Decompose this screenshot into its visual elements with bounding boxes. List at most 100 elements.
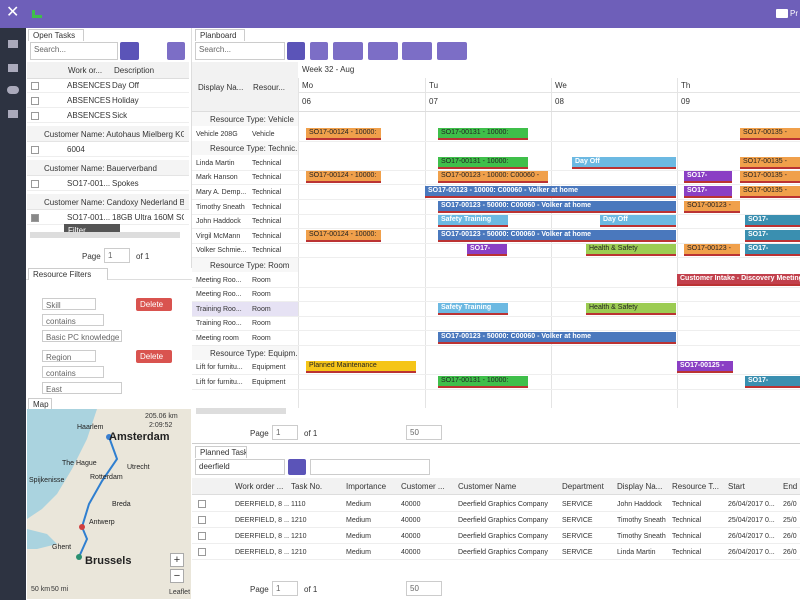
checkbox[interactable] (31, 97, 39, 105)
menu-button[interactable] (167, 42, 185, 60)
task-bar[interactable]: Health & Safety (586, 244, 676, 257)
task-bar[interactable]: SO17- (684, 171, 732, 184)
toolbar-button[interactable] (402, 42, 432, 60)
task-bar[interactable]: SO17-00123 - 50000: C00060 - Volker at h… (438, 332, 676, 344)
filter-field[interactable]: Region (42, 350, 96, 362)
checkbox[interactable] (198, 500, 206, 508)
user-name[interactable]: Pr (790, 9, 798, 18)
checkbox[interactable] (31, 112, 39, 120)
task-bar[interactable]: Customer Intake - Discovery Meeting (677, 273, 800, 286)
task-bar[interactable]: Safety Training (438, 302, 508, 315)
checkbox[interactable] (198, 516, 206, 524)
pager-nav[interactable] (218, 428, 228, 438)
task-bar[interactable]: SO17-00135 - (740, 156, 800, 169)
zoom-button[interactable]: − (170, 569, 184, 583)
row-highlight (192, 301, 298, 316)
page-size[interactable]: 50 (406, 581, 442, 596)
checkbox[interactable] (198, 548, 206, 556)
task-bar[interactable]: SO17-00135 - (740, 186, 800, 198)
checkbox[interactable] (198, 532, 206, 540)
task-bar[interactable]: Safety Training (438, 215, 508, 228)
filter-field[interactable]: Skill (42, 298, 96, 310)
city-label: Amsterdam (109, 431, 170, 443)
resource-type: Vehicle (252, 130, 275, 138)
pager-nav[interactable] (32, 251, 42, 261)
pager-input[interactable]: 1 (104, 248, 130, 263)
search-button[interactable] (288, 459, 306, 475)
map[interactable]: Amsterdam Haarlem The Hague Utrecht Rotterda… (27, 409, 191, 599)
cell: 26/0 (783, 501, 797, 508)
task-bar[interactable]: SO17- (745, 229, 800, 242)
checkbox[interactable] (31, 180, 39, 188)
row-line (192, 286, 800, 288)
task-bar[interactable]: SO17-00123 - (684, 200, 740, 213)
task-bar[interactable]: SO17-00124 - 10000: (306, 229, 381, 242)
resource-name: Vehicle 208G (196, 130, 238, 138)
cell: Medium (346, 501, 371, 508)
task-bar[interactable]: SO17- (745, 375, 800, 388)
pager-input[interactable]: 1 (272, 581, 298, 596)
search-input[interactable]: Search... (195, 42, 285, 60)
filter-op[interactable]: contains (42, 314, 104, 326)
pager-nav[interactable] (218, 584, 228, 594)
toolbar-button[interactable] (310, 42, 328, 60)
task-bar[interactable]: SO17- (467, 244, 507, 257)
filter-value[interactable]: East (42, 382, 122, 394)
task-bar[interactable]: SO17-00135 - (740, 171, 800, 184)
pager-nav[interactable] (200, 584, 210, 594)
filter-value[interactable]: Basic PC knowledge (42, 330, 122, 342)
checkbox[interactable] (31, 82, 39, 90)
task-bar[interactable]: SO17-00124 - 10000: (306, 127, 381, 140)
delete-button[interactable]: Delete (136, 298, 172, 311)
task-bar[interactable]: Planned Maintenance (306, 361, 416, 374)
date-input[interactable] (310, 459, 430, 475)
task-bar[interactable]: SO17-00124 - 10000: (306, 171, 381, 184)
day-number: 09 (681, 97, 690, 106)
pager-input[interactable]: 1 (272, 425, 298, 440)
task-bar[interactable]: SO17-00125 - (677, 361, 733, 374)
search-input[interactable]: deerfield (195, 459, 285, 475)
top-bar: ✕ Pr (0, 0, 800, 28)
filter-op[interactable]: contains (42, 366, 104, 378)
task-bar[interactable]: SO17- (745, 244, 800, 257)
task-bar[interactable]: SO17-00123 - 10000: C00060 - (438, 171, 548, 184)
task-bar[interactable]: SO17-00123 - 50000: C00060 - Volker at h… (438, 200, 676, 213)
task-bar[interactable]: SO17- (745, 215, 800, 228)
checkbox[interactable] (31, 146, 39, 154)
tab: Resource Filters (28, 268, 108, 280)
task-bar[interactable]: Day Off (600, 215, 676, 228)
checkbox[interactable] (31, 214, 39, 222)
task-bar[interactable]: Health & Safety (586, 302, 676, 315)
task-bar[interactable]: Day Off (572, 156, 676, 169)
task-bar[interactable]: SO17- (684, 186, 732, 198)
nav-users[interactable] (7, 86, 19, 94)
close-icon[interactable]: ✕ (6, 6, 20, 20)
task-bar[interactable]: SO17-00123 - 50000: C00060 - Volker at h… (438, 229, 676, 242)
task-bar[interactable]: SO17-00123 - 10000: C00060 - Volker at h… (425, 186, 676, 198)
pager-nav[interactable] (200, 428, 210, 438)
cell: SERVICE (562, 501, 593, 508)
nav-tools[interactable] (8, 64, 18, 72)
delete-button[interactable]: Delete (136, 350, 172, 363)
search-input[interactable]: Search... (30, 42, 118, 60)
toolbar-button[interactable] (368, 42, 398, 60)
cell: Deerfield Graphics Company (458, 517, 548, 524)
task-bar[interactable]: SO17-00123 - (684, 244, 740, 257)
user-icon[interactable] (776, 9, 788, 18)
task-bar[interactable]: SO17-00131 - 10000: (438, 156, 528, 169)
toolbar-button[interactable] (437, 42, 467, 60)
page-size[interactable]: 50 (406, 425, 442, 440)
nav-home[interactable] (8, 40, 18, 48)
search-button[interactable] (120, 42, 139, 60)
search-button[interactable] (287, 42, 305, 60)
nav-settings[interactable] (8, 110, 18, 118)
resource-type: Room (252, 305, 271, 313)
zoom-button[interactable]: + (170, 553, 184, 567)
cell: Day Off (112, 81, 139, 90)
toolbar-button[interactable] (333, 42, 363, 60)
pager-nav[interactable] (50, 251, 60, 261)
task-bar[interactable]: SO17-00135 - (740, 127, 800, 140)
task-bar[interactable]: SO17-00131 - 10000: (438, 375, 528, 388)
row (192, 528, 800, 544)
task-bar[interactable]: SO17-00131 - 10000: (438, 127, 528, 140)
